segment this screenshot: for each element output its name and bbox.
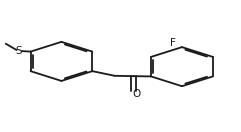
Text: S: S <box>16 46 22 56</box>
Text: O: O <box>133 89 141 99</box>
Text: F: F <box>170 38 176 48</box>
